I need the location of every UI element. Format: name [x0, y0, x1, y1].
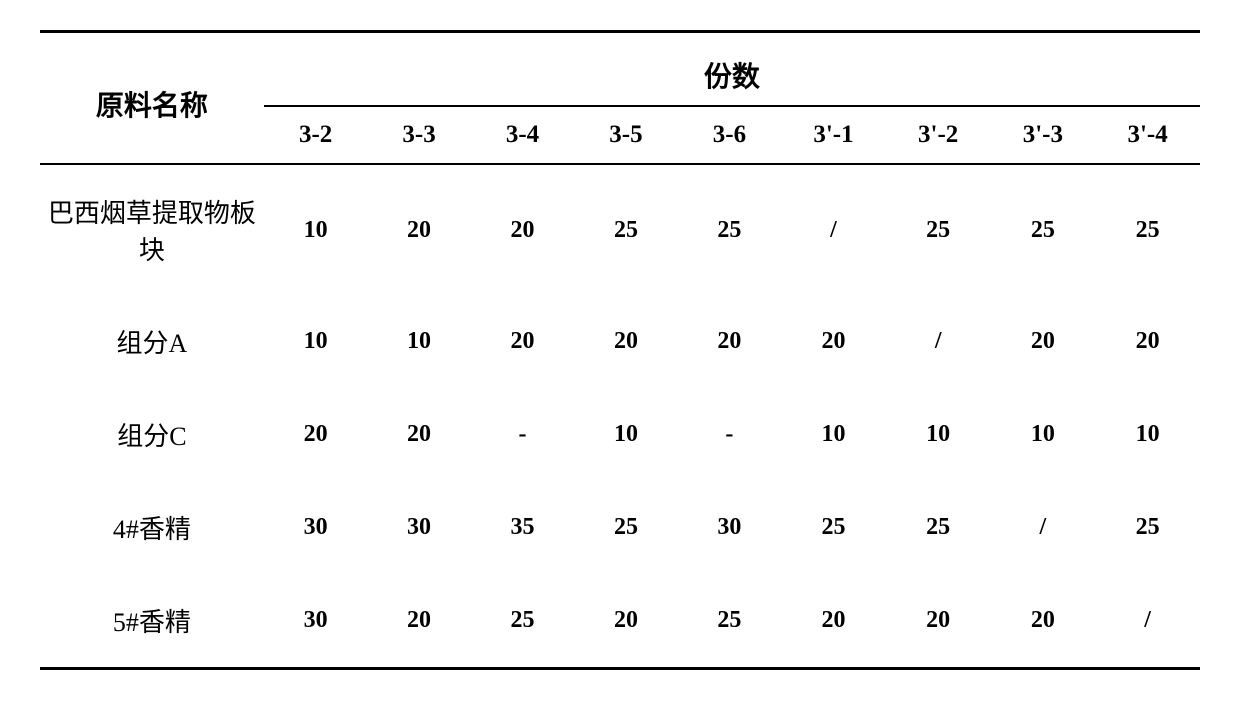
- cell: 25: [1095, 164, 1200, 295]
- col-header: 3'-2: [886, 106, 991, 164]
- cell: /: [886, 295, 991, 388]
- cell: 20: [781, 574, 886, 669]
- col-header: 3'-3: [991, 106, 1096, 164]
- cell: /: [781, 164, 886, 295]
- cell: 10: [367, 295, 470, 388]
- cell: /: [991, 481, 1096, 574]
- cell: 25: [781, 481, 886, 574]
- group-header: 份数: [264, 32, 1200, 107]
- cell: 20: [574, 574, 677, 669]
- col-header: 3'-4: [1095, 106, 1200, 164]
- cell: 25: [574, 481, 677, 574]
- cell: 25: [886, 481, 991, 574]
- col-header: 3-4: [471, 106, 574, 164]
- cell: -: [678, 388, 781, 481]
- cell: 35: [471, 481, 574, 574]
- cell: 25: [678, 164, 781, 295]
- row-label: 5#香精: [40, 574, 264, 669]
- row-label: 组分A: [40, 295, 264, 388]
- col-header: 3-6: [678, 106, 781, 164]
- cell: 20: [781, 295, 886, 388]
- cell: 20: [367, 164, 470, 295]
- cell: 25: [471, 574, 574, 669]
- cell: 10: [886, 388, 991, 481]
- cell: 20: [1095, 295, 1200, 388]
- cell: 20: [991, 295, 1096, 388]
- cell: 25: [991, 164, 1096, 295]
- data-table: 原料名称 份数 3-2 3-3 3-4 3-5 3-6 3'-1 3'-2 3'…: [40, 30, 1200, 670]
- cell: 25: [678, 574, 781, 669]
- row-label: 巴西烟草提取物板块: [40, 164, 264, 295]
- header-row-group: 原料名称 份数: [40, 32, 1200, 107]
- col-header: 3'-1: [781, 106, 886, 164]
- col-header: 3-5: [574, 106, 677, 164]
- cell: 20: [678, 295, 781, 388]
- cell: 25: [574, 164, 677, 295]
- cell: 30: [264, 481, 367, 574]
- table-row: 组分A 10 10 20 20 20 20 / 20 20: [40, 295, 1200, 388]
- cell: 20: [264, 388, 367, 481]
- cell: 10: [781, 388, 886, 481]
- cell: 30: [678, 481, 781, 574]
- row-label: 组分C: [40, 388, 264, 481]
- cell: 25: [1095, 481, 1200, 574]
- cell: 20: [991, 574, 1096, 669]
- cell: 20: [471, 164, 574, 295]
- cell: 20: [574, 295, 677, 388]
- table-row: 巴西烟草提取物板块 10 20 20 25 25 / 25 25 25: [40, 164, 1200, 295]
- cell: 20: [367, 388, 470, 481]
- cell: 10: [574, 388, 677, 481]
- cell: /: [1095, 574, 1200, 669]
- cell: 10: [991, 388, 1096, 481]
- table-row: 4#香精 30 30 35 25 30 25 25 / 25: [40, 481, 1200, 574]
- cell: 20: [367, 574, 470, 669]
- cell: 20: [886, 574, 991, 669]
- col-header: 3-3: [367, 106, 470, 164]
- table-row: 组分C 20 20 - 10 - 10 10 10 10: [40, 388, 1200, 481]
- cell: 30: [264, 574, 367, 669]
- col-header: 3-2: [264, 106, 367, 164]
- cell: -: [471, 388, 574, 481]
- row-label-header: 原料名称: [40, 32, 264, 165]
- cell: 30: [367, 481, 470, 574]
- cell: 20: [471, 295, 574, 388]
- cell: 10: [1095, 388, 1200, 481]
- table-row: 5#香精 30 20 25 20 25 20 20 20 /: [40, 574, 1200, 669]
- cell: 25: [886, 164, 991, 295]
- cell: 10: [264, 295, 367, 388]
- cell: 10: [264, 164, 367, 295]
- row-label: 4#香精: [40, 481, 264, 574]
